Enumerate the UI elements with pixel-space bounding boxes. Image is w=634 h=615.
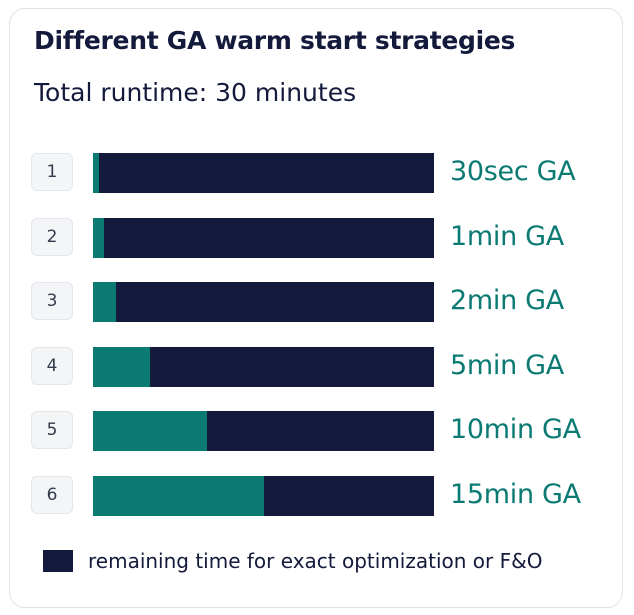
bar-ga-segment xyxy=(93,217,105,258)
row-number-badge: 3 xyxy=(31,282,73,321)
legend-swatch xyxy=(43,550,73,572)
bar-remaining-segment xyxy=(93,476,434,516)
bar-ga-segment xyxy=(93,346,150,387)
bar-row: 5 10min GA xyxy=(0,411,634,452)
bar-remaining-segment xyxy=(93,282,434,323)
row-number-badge: 6 xyxy=(31,476,73,514)
row-number-badge: 4 xyxy=(31,346,73,385)
bar-remaining-segment xyxy=(93,346,434,387)
category-label: 1min GA xyxy=(450,220,564,252)
row-number-badge: 1 xyxy=(31,153,73,191)
bar-row: 3 2min GA xyxy=(0,282,634,323)
category-label: 2min GA xyxy=(450,285,564,317)
bar-row: 2 1min GA xyxy=(0,217,634,258)
category-label: 5min GA xyxy=(450,349,564,381)
row-number-badge: 5 xyxy=(31,411,73,450)
bar-row: 6 15min GA xyxy=(0,476,634,516)
bar-ga-segment xyxy=(93,153,99,193)
bar-row: 1 30sec GA xyxy=(0,153,634,193)
bar-ga-segment xyxy=(93,476,264,516)
category-label: 30sec GA xyxy=(450,156,576,187)
category-label: 15min GA xyxy=(450,479,581,510)
bar-remaining-segment xyxy=(93,217,434,258)
bar-remaining-segment xyxy=(93,153,434,193)
bar-row: 4 5min GA xyxy=(0,346,634,387)
bar-ga-segment xyxy=(93,411,207,452)
chart-subtitle: Total runtime: 30 minutes xyxy=(34,78,357,107)
legend-label: remaining time for exact optimization or… xyxy=(88,549,543,573)
category-label: 10min GA xyxy=(450,414,581,446)
bar-remaining-segment xyxy=(93,411,434,452)
row-number-badge: 2 xyxy=(31,217,73,256)
chart-title: Different GA warm start strategies xyxy=(34,26,516,55)
bar-ga-segment xyxy=(93,282,116,323)
